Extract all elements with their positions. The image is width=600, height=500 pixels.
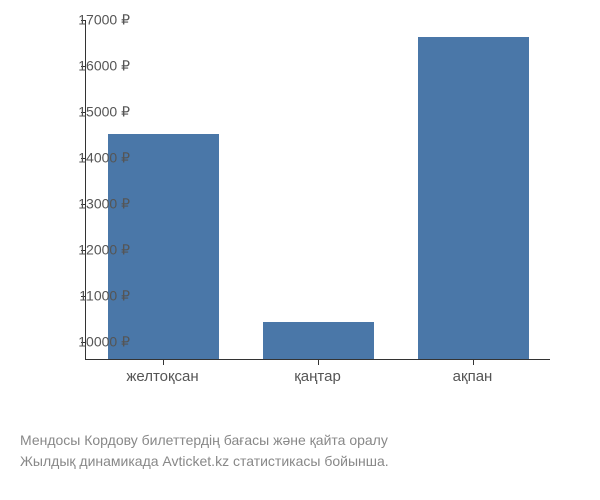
y-axis-label: 12000 ₽ [78,241,130,258]
x-axis-label: желтоқсан [126,368,198,385]
y-axis-label: 13000 ₽ [78,195,130,212]
x-tick-mark [318,360,319,365]
chart-caption: Мендосы Кордову билеттердің бағасы және … [20,430,389,472]
y-axis-label: 14000 ₽ [78,149,130,166]
bar [263,322,375,359]
caption-line-1: Мендосы Кордову билеттердің бағасы және … [20,430,389,451]
y-axis-label: 15000 ₽ [78,103,130,120]
caption-line-2: Жылдық динамикада Avticket.kz статистика… [20,451,389,472]
x-axis-label: ақпан [453,368,493,385]
x-tick-mark [473,360,474,365]
y-axis-label: 11000 ₽ [79,287,130,304]
y-axis-label: 17000 ₽ [78,12,130,29]
bar [418,37,530,359]
x-tick-mark [163,360,164,365]
y-axis-label: 10000 ₽ [78,333,130,350]
y-axis-label: 16000 ₽ [78,57,130,74]
x-axis-label: қаңтар [294,368,341,385]
plot-area [85,20,550,360]
bar-chart: желтоқсан қаңтар ақпан [85,20,550,400]
